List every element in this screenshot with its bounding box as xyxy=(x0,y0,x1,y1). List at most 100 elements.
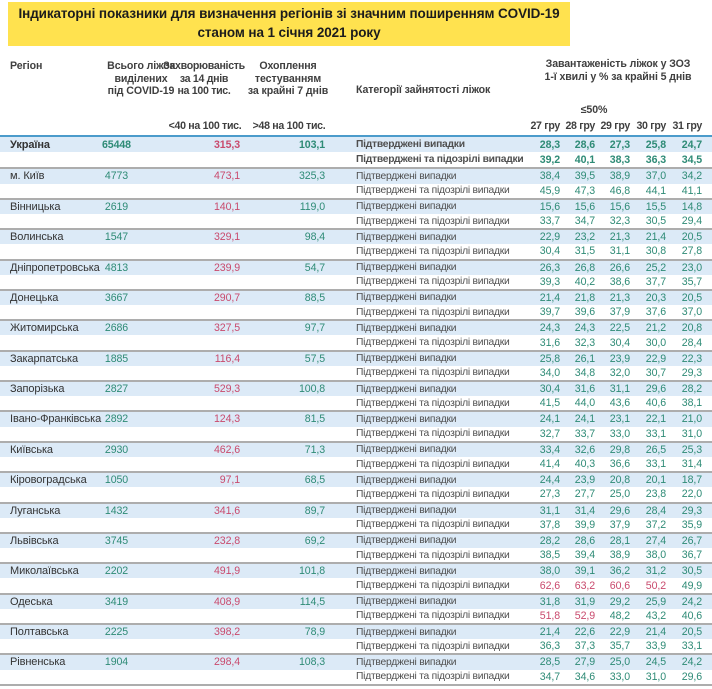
bed-load-value: 38,3 xyxy=(609,153,630,166)
bed-load-value: 40,2 xyxy=(574,275,595,288)
bed-load-value: 43,6 xyxy=(609,397,630,410)
testing-value: 97,7 xyxy=(304,322,325,335)
testing-value: 100,8 xyxy=(298,383,325,396)
category-row: Підтверджені та підозрілі випадки 33,7 34,… xyxy=(0,214,712,228)
date-column-30: 30 гру xyxy=(636,120,666,132)
category-label: Підтверджені та підозрілі випадки xyxy=(356,610,510,622)
category-label: Підтверджені випадки xyxy=(356,626,457,638)
bed-load-value: 30,4 xyxy=(609,336,630,349)
bed-load-value: 31,1 xyxy=(609,245,630,258)
category-label: Підтверджені та підозрілі випадки xyxy=(356,245,510,257)
bed-load-value: 25,0 xyxy=(609,656,630,669)
incidence-value: 298,4 xyxy=(213,656,240,669)
incidence-value: 329,1 xyxy=(213,231,240,244)
bed-load-value: 28,3 xyxy=(539,138,560,151)
category-row: Підтверджені та підозрілі випадки 31,6 32,… xyxy=(0,335,712,349)
bed-load-value: 21,4 xyxy=(645,231,666,244)
bed-load-value: 31,9 xyxy=(574,595,595,608)
bed-load-value: 31,8 xyxy=(539,595,560,608)
incidence-threshold: <40 на 100 тис. xyxy=(168,120,242,132)
incidence-value: 124,3 xyxy=(213,413,240,426)
bed-load-value: 34,7 xyxy=(574,215,595,228)
category-label: Підтверджені та підозрілі випадки xyxy=(356,337,510,349)
table-header: Регіон Всього ліжок виділених під COVID-… xyxy=(0,46,712,135)
region-block: м. Київ 4773 473,1 325,3 Підтверджені випадк… xyxy=(0,167,712,197)
total-beds-value: 65448 xyxy=(102,138,131,151)
bed-load-value: 39,2 xyxy=(539,153,560,166)
incidence-value: 473,1 xyxy=(213,170,240,183)
bed-load-value: 38,1 xyxy=(681,397,702,410)
bed-load-value: 29,6 xyxy=(681,670,702,683)
total-beds-value: 1432 xyxy=(104,504,129,517)
page-title-line2: станом на 1 січня 2021 року xyxy=(197,24,381,40)
bed-load-value: 25,3 xyxy=(681,443,702,456)
bed-load-value: 22,9 xyxy=(539,231,560,244)
total-beds-value: 2619 xyxy=(104,200,129,213)
category-label: Підтверджені випадки xyxy=(356,505,457,517)
bed-load-value: 27,9 xyxy=(574,656,595,669)
bed-load-value: 30,0 xyxy=(645,336,666,349)
testing-value: 54,7 xyxy=(304,261,325,274)
date-column-31: 31 гру xyxy=(672,120,702,132)
bed-load-value: 28,2 xyxy=(539,534,560,547)
column-header-region: Регіон xyxy=(10,60,43,72)
total-beds-value: 1547 xyxy=(104,231,129,244)
category-row: Підтверджені та підозрілі випадки 34,7 34,… xyxy=(0,670,712,684)
incidence-value: 97,1 xyxy=(219,474,240,487)
bed-load-value: 24,5 xyxy=(645,656,666,669)
bed-load-value: 21,3 xyxy=(609,291,630,304)
bed-load-value: 15,6 xyxy=(539,200,560,213)
category-row: Кіровоградська 1050 97,1 68,5 Підтверджені в… xyxy=(0,473,712,488)
bed-load-value: 15,6 xyxy=(574,200,595,213)
testing-value: 69,2 xyxy=(304,534,325,547)
bed-load-value: 36,3 xyxy=(645,153,666,166)
category-row: Дніпропетровська 4813 239,9 54,7 Підтверджен… xyxy=(0,260,712,275)
bed-load-value: 33,9 xyxy=(645,640,666,653)
bed-load-value: 37,0 xyxy=(645,170,666,183)
region-block: Львівська 3745 232,8 69,2 Підтверджені випад… xyxy=(0,531,712,562)
bed-load-value: 26,1 xyxy=(574,352,595,365)
bed-load-value: 38,9 xyxy=(609,549,630,562)
category-row: Підтверджені та підозрілі випадки 39,3 40,… xyxy=(0,275,712,289)
bed-load-value: 40,6 xyxy=(681,609,702,622)
category-label: Підтверджені випадки xyxy=(356,353,457,365)
category-label: Підтверджені випадки xyxy=(356,292,457,304)
bed-load-value: 31,0 xyxy=(681,427,702,440)
incidence-value: 140,1 xyxy=(213,200,240,213)
region-name: Закарпатська xyxy=(10,352,79,365)
category-row: Миколаївська 2202 491,9 101,8 Підтверджені в… xyxy=(0,564,712,579)
page-title: Індикаторні показники для визначення рег… xyxy=(8,2,570,46)
bed-load-value: 40,3 xyxy=(574,458,595,471)
bed-load-value: 34,2 xyxy=(681,170,702,183)
bed-load-value: 24,4 xyxy=(539,474,560,487)
bed-load-value: 29,6 xyxy=(609,504,630,517)
bed-load-value: 36,6 xyxy=(609,458,630,471)
date-column-29: 29 гру xyxy=(600,120,630,132)
testing-value: 103,1 xyxy=(298,138,325,151)
category-row: Підтверджені та підозрілі випадки 39,2 40,… xyxy=(0,152,712,167)
testing-value: 88,5 xyxy=(304,291,325,304)
category-row: Закарпатська 1885 116,4 57,5 Підтверджені ви… xyxy=(0,351,712,366)
bed-load-value: 21,4 xyxy=(645,626,666,639)
testing-value: 68,5 xyxy=(304,474,325,487)
total-beds-value: 1885 xyxy=(104,352,129,365)
bed-load-value: 23,8 xyxy=(645,488,666,501)
category-label: Підтверджені та підозрілі випадки xyxy=(356,397,510,409)
bed-load-value: 24,3 xyxy=(574,322,595,335)
bed-load-value: 37,3 xyxy=(574,640,595,653)
region-name: Київська xyxy=(10,443,53,456)
incidence-value: 315,3 xyxy=(213,138,240,151)
category-label: Підтверджені випадки xyxy=(356,413,457,425)
bed-load-value: 29,2 xyxy=(609,595,630,608)
bed-load-value: 33,1 xyxy=(645,427,666,440)
bed-load-value: 31,0 xyxy=(645,670,666,683)
total-beds-value: 1050 xyxy=(104,474,129,487)
category-row: Підтверджені та підозрілі випадки 38,5 39,… xyxy=(0,548,712,562)
bed-load-value: 27,7 xyxy=(574,488,595,501)
category-label: Підтверджені випадки xyxy=(356,139,465,151)
bed-load-value: 31,4 xyxy=(681,458,702,471)
region-block: Україна 65448 315,3 103,1 Підтверджені випад… xyxy=(0,137,712,167)
testing-value: 325,3 xyxy=(298,170,325,183)
incidence-value: 491,9 xyxy=(213,565,240,578)
total-beds-value: 4773 xyxy=(104,170,129,183)
